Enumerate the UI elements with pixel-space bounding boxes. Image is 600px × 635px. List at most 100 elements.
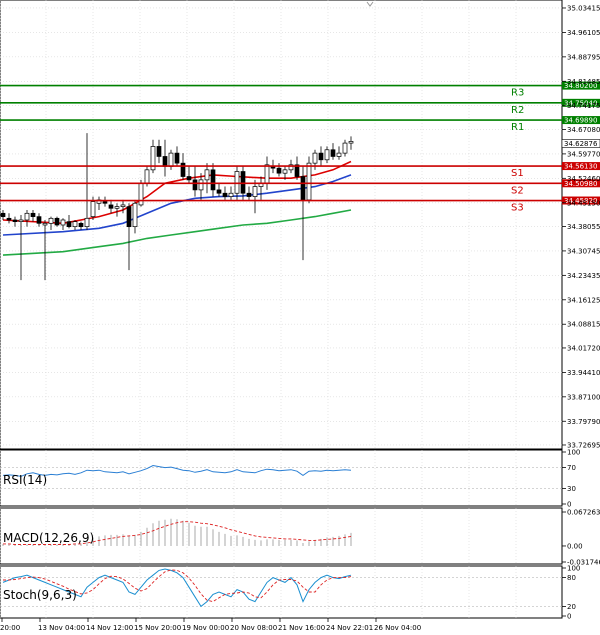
candle-bull xyxy=(144,169,150,184)
candle-bear xyxy=(126,206,132,228)
macd-tick-label: 0.067263 xyxy=(567,509,600,517)
price-panel xyxy=(0,0,563,450)
level-price-box xyxy=(562,81,600,90)
macd-tick-label: 0.00 xyxy=(567,542,583,550)
time-tick-label: 15 Nov 20:00 xyxy=(134,624,181,632)
candle-bear xyxy=(216,189,222,194)
candle-bull xyxy=(306,162,312,201)
macd-label: MACD(12,26,9) xyxy=(3,531,94,545)
candle-bear xyxy=(108,204,114,209)
time-axis: 20:00 13 Nov 04:00 14 Nov 12:00 15 Nov 20:0… xyxy=(0,618,421,632)
stoch-k-line xyxy=(2,568,352,608)
candle-bear xyxy=(162,156,168,167)
macd-signal-line xyxy=(3,521,352,545)
price-tick-label: 34.38055 xyxy=(567,223,600,231)
price-tick-label: 35.03415 xyxy=(567,4,600,12)
price-tick-label: 34.59770 xyxy=(567,150,600,158)
price-tick-label: 34.74175 xyxy=(567,102,600,110)
candle-bear xyxy=(102,201,108,204)
price-tick-label: 34.08815 xyxy=(567,321,600,329)
level-price-box xyxy=(562,162,600,171)
candle-bull xyxy=(234,171,240,194)
candle-bull xyxy=(204,169,210,181)
ma-line xyxy=(2,209,352,256)
price-tick-label: 34.23435 xyxy=(567,272,600,280)
level-price-label: 34.80200 xyxy=(564,82,597,90)
time-tick-label: 13 Nov 04:00 xyxy=(38,624,85,632)
price-axis: 35.03415 34.96105 34.88795 34.81485 34.74175… xyxy=(562,4,600,449)
level-name: S2 xyxy=(511,185,524,196)
price-tick-label: 34.30745 xyxy=(567,247,600,255)
candle-bear xyxy=(246,192,252,197)
level-name: R3 xyxy=(511,88,524,99)
price-tick-label: 34.45150 xyxy=(567,199,600,207)
candle-bear xyxy=(156,146,162,157)
candle-bear xyxy=(300,176,306,201)
chart-shift-marker-icon[interactable] xyxy=(366,1,374,7)
time-tick-label: 19 Nov 00:00 xyxy=(182,624,229,632)
candle-bull xyxy=(60,219,66,226)
candle-bear xyxy=(192,179,198,191)
price-tick-label: 34.16125 xyxy=(567,296,600,304)
level-name: S3 xyxy=(511,203,524,214)
level-name: R2 xyxy=(511,105,524,116)
current-price-label: 34.62876 xyxy=(564,140,598,148)
price-tick-label: 34.88795 xyxy=(567,53,600,61)
candle-bull xyxy=(84,217,90,228)
level-name: S1 xyxy=(511,168,524,179)
candle-bull xyxy=(324,149,330,161)
candle-bear xyxy=(180,162,186,177)
level-price-label: 34.75040 xyxy=(564,99,597,107)
rsi-tick-label: 30 xyxy=(567,485,576,493)
candle-bull xyxy=(24,212,30,221)
candle-bull xyxy=(348,141,354,144)
candle-bull xyxy=(42,222,48,226)
pivot-levels: R3 34.80200 R2 34.75040 R1 34.69890 S1 34.56130… xyxy=(0,81,600,214)
candle-bear xyxy=(222,192,228,197)
candle-bull xyxy=(288,164,294,171)
candle-bear xyxy=(318,152,324,161)
candle-bull xyxy=(120,204,126,207)
candle-bear xyxy=(78,222,84,228)
price-tick-label: 33.94410 xyxy=(567,369,600,377)
candle-bear xyxy=(186,176,192,181)
candle-bull xyxy=(48,217,54,224)
level-price-box xyxy=(562,196,600,205)
candle-bull xyxy=(342,142,348,154)
candle-bull xyxy=(198,179,204,191)
candle-bear xyxy=(30,212,36,217)
price-tick-label: 33.72695 xyxy=(567,441,600,449)
level-price-box xyxy=(562,116,600,125)
candle-bear xyxy=(210,169,216,191)
rsi-tick-label: 70 xyxy=(567,464,576,472)
grid-lines xyxy=(0,0,562,618)
candle-bear xyxy=(0,212,6,217)
stoch-tick-label: 100 xyxy=(567,565,580,573)
candle-bull xyxy=(138,182,144,206)
candle-bull xyxy=(168,152,174,167)
candle-bull xyxy=(252,186,258,197)
level-price-box xyxy=(562,179,600,188)
price-tick-label: 33.87100 xyxy=(567,393,600,401)
candle-bull xyxy=(264,164,270,184)
stoch-tick-label: 20 xyxy=(567,603,576,611)
stoch-panel xyxy=(0,565,563,619)
candle-bear xyxy=(54,217,60,226)
stoch-tick-label: 80 xyxy=(567,574,576,582)
rsi-indicator: 100 70 30 0 xyxy=(0,449,580,509)
candle-bear xyxy=(276,167,282,174)
stoch-tick-label: 0 xyxy=(567,613,571,621)
price-tick-label: 34.52460 xyxy=(567,175,600,183)
price-tick-label: 33.79790 xyxy=(567,418,600,426)
candle-bear xyxy=(240,171,246,194)
candle-bull xyxy=(114,206,120,209)
current-price-box xyxy=(561,139,600,148)
candle-bull xyxy=(150,146,156,171)
candle-bull xyxy=(282,169,288,174)
candle-bear xyxy=(36,216,42,224)
stoch-label: Stoch(9,6,3) xyxy=(3,588,77,602)
level-price-box xyxy=(562,98,600,107)
